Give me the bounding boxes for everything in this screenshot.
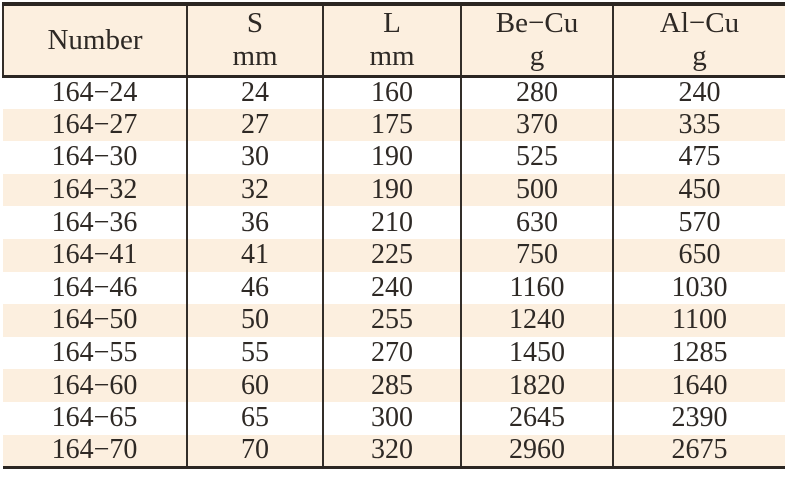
table-row: 164−41 41 225 750 650 (3, 238, 785, 272)
table-row: 164−27 27 175 370 335 (3, 108, 785, 142)
table-row: 164−55 55 270 1450 1285 (3, 336, 785, 370)
cell-be-cu-g: 500 (461, 173, 614, 207)
header-label: S (246, 6, 264, 39)
cell-al-cu-g: 450 (613, 173, 785, 207)
cell-number: 164−55 (3, 336, 188, 370)
table-row: 164−46 46 240 1160 1030 (3, 271, 785, 305)
cell-s-mm: 70 (187, 434, 324, 468)
cell-al-cu-g: 240 (613, 76, 785, 109)
cell-be-cu-g: 2960 (461, 434, 614, 468)
cell-number: 164−30 (3, 141, 188, 174)
cell-be-cu-g: 750 (461, 238, 614, 272)
cell-al-cu-g: 1030 (613, 271, 785, 305)
cell-number: 164−70 (3, 434, 188, 468)
cell-al-cu-g: 570 (613, 206, 785, 239)
cell-l-mm: 190 (323, 141, 462, 174)
cell-al-cu-g: 335 (613, 108, 785, 142)
cell-l-mm: 240 (323, 271, 462, 305)
cell-s-mm: 36 (187, 206, 324, 239)
header-unit: mm (232, 40, 278, 73)
header-unit: g (529, 40, 545, 73)
cell-l-mm: 210 (323, 206, 462, 239)
table-row: 164−60 60 285 1820 1640 (3, 369, 785, 402)
table-row: 164−32 32 190 500 450 (3, 173, 785, 207)
col-header-be-cu-g: Be−Cu g (461, 4, 614, 78)
cell-number: 164−24 (3, 76, 188, 109)
cell-l-mm: 225 (323, 238, 462, 272)
cell-al-cu-g: 475 (613, 141, 785, 174)
table-body: 164−24 24 160 280 240 164−27 27 175 370 335 164−30… (3, 76, 785, 468)
header-label: L (383, 6, 401, 39)
cell-l-mm: 175 (323, 108, 462, 142)
cell-l-mm: 320 (323, 434, 462, 468)
table-row: 164−36 36 210 630 570 (3, 206, 785, 239)
cell-number: 164−65 (3, 401, 188, 435)
header-label: Be−Cu (495, 6, 579, 39)
table-row: 164−70 70 320 2960 2675 (3, 434, 785, 468)
cell-al-cu-g: 2390 (613, 401, 785, 435)
cell-be-cu-g: 280 (461, 76, 614, 109)
cell-al-cu-g: 2675 (613, 434, 785, 468)
header-label: Number (47, 23, 143, 56)
col-header-l-mm: L mm (323, 4, 462, 78)
cell-number: 164−50 (3, 304, 188, 337)
document-page: Number S mm L mm Be−Cu g Al−Cu g (2, 2, 785, 469)
cell-s-mm: 65 (187, 401, 324, 435)
cell-s-mm: 27 (187, 108, 324, 142)
header-unit: mm (369, 40, 415, 73)
cell-be-cu-g: 1450 (461, 336, 614, 370)
cell-be-cu-g: 525 (461, 141, 614, 174)
cell-be-cu-g: 1240 (461, 304, 614, 337)
cell-l-mm: 285 (323, 369, 462, 402)
cell-l-mm: 190 (323, 173, 462, 207)
cell-l-mm: 160 (323, 76, 462, 109)
col-header-al-cu-g: Al−Cu g (613, 4, 785, 78)
cell-be-cu-g: 370 (461, 108, 614, 142)
cell-l-mm: 300 (323, 401, 462, 435)
cell-number: 164−36 (3, 206, 188, 239)
cell-be-cu-g: 630 (461, 206, 614, 239)
cell-s-mm: 50 (187, 304, 324, 337)
cell-al-cu-g: 650 (613, 238, 785, 272)
col-header-number: Number (2, 4, 188, 78)
cell-l-mm: 270 (323, 336, 462, 370)
spec-table: Number S mm L mm Be−Cu g Al−Cu g (2, 2, 785, 469)
cell-number: 164−27 (3, 108, 188, 142)
cell-be-cu-g: 1160 (461, 271, 614, 305)
cell-s-mm: 60 (187, 369, 324, 402)
cell-be-cu-g: 2645 (461, 401, 614, 435)
cell-al-cu-g: 1640 (613, 369, 785, 402)
table-row: 164−24 24 160 280 240 (3, 76, 785, 109)
table-header: Number S mm L mm Be−Cu g Al−Cu g (2, 4, 785, 78)
cell-number: 164−32 (3, 173, 188, 207)
cell-s-mm: 32 (187, 173, 324, 207)
table-row: 164−30 30 190 525 475 (3, 141, 785, 174)
header-label: Al−Cu (659, 6, 740, 39)
cell-number: 164−41 (3, 238, 188, 272)
cell-s-mm: 24 (187, 76, 324, 109)
header-unit: g (692, 40, 707, 73)
col-header-s-mm: S mm (187, 4, 324, 78)
cell-s-mm: 55 (187, 336, 324, 370)
cell-number: 164−60 (3, 369, 188, 402)
header-row: Number S mm L mm Be−Cu g Al−Cu g (2, 4, 785, 78)
table-row: 164−50 50 255 1240 1100 (3, 304, 785, 337)
cell-be-cu-g: 1820 (461, 369, 614, 402)
cell-s-mm: 30 (187, 141, 324, 174)
cell-al-cu-g: 1285 (613, 336, 785, 370)
cell-l-mm: 255 (323, 304, 462, 337)
cell-al-cu-g: 1100 (613, 304, 785, 337)
cell-s-mm: 46 (187, 271, 324, 305)
table-row: 164−65 65 300 2645 2390 (3, 401, 785, 435)
cell-s-mm: 41 (187, 238, 324, 272)
cell-number: 164−46 (3, 271, 188, 305)
